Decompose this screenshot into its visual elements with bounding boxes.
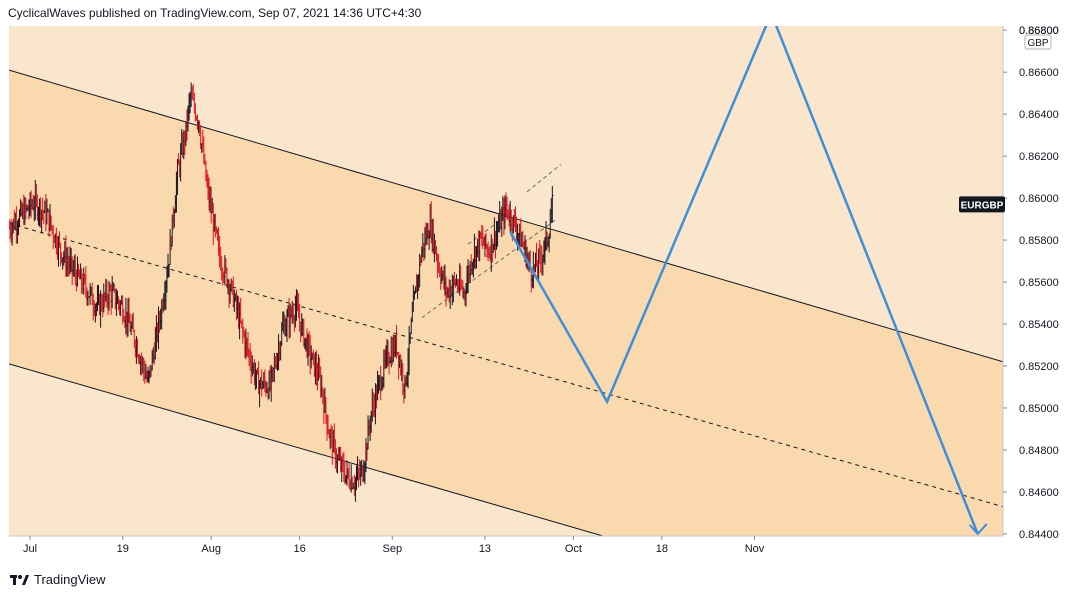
y-tick-label: 0.84400 xyxy=(1019,529,1059,541)
y-tick-label: 0.86200 xyxy=(1019,151,1059,163)
tradingview-logo-icon xyxy=(10,573,30,587)
price-chart[interactable]: 0.86800 0.86600 0.86400 0.86200 0.86000 0.858… xyxy=(7,25,1076,563)
y-tick-label: 0.86000 xyxy=(1019,193,1059,205)
mini-channel-line[interactable] xyxy=(526,164,562,193)
projection-arrowhead xyxy=(968,523,988,536)
symbol-label: EURGBP xyxy=(961,200,1004,211)
y-tick-label: 0.85200 xyxy=(1019,361,1059,373)
y-tick-label: 0.86600 xyxy=(1019,67,1059,79)
currency-label: GBP xyxy=(1027,38,1048,49)
tradingview-footer[interactable]: TradingView xyxy=(10,572,106,587)
x-tick-label: Oct xyxy=(565,543,582,555)
y-tick-label: 0.85800 xyxy=(1019,235,1059,247)
currency-box xyxy=(1024,34,1052,50)
y-tick-label: 0.86800 xyxy=(1019,26,1059,37)
symbol-badge[interactable] xyxy=(959,196,1005,213)
y-tick-label: 0.84800 xyxy=(1019,445,1059,457)
y-tick-label: 0.85600 xyxy=(1019,277,1059,289)
x-tick-label: 19 xyxy=(117,543,129,555)
y-tick-label: 0.85000 xyxy=(1019,403,1059,415)
x-tick-label: Jul xyxy=(23,543,37,555)
y-tick-label: 0.86400 xyxy=(1019,109,1059,121)
tradingview-brand: TradingView xyxy=(34,572,106,587)
y-tick-label: 0.84600 xyxy=(1019,487,1059,499)
channel-fill xyxy=(9,70,1003,537)
x-tick-label: Aug xyxy=(201,543,221,555)
price-axis[interactable] xyxy=(1003,26,1076,563)
projection-path[interactable] xyxy=(509,26,979,535)
x-tick-label: 18 xyxy=(656,543,668,555)
channel-line-lower[interactable] xyxy=(9,363,604,536)
time-axis[interactable] xyxy=(9,536,1003,563)
x-tick-label: Nov xyxy=(745,543,765,555)
publish-line: CyclicalWaves published on TradingView.c… xyxy=(8,6,422,20)
x-tick-label: 13 xyxy=(479,543,491,555)
x-tick-label: Sep xyxy=(382,543,402,555)
y-tick-label: 0.85400 xyxy=(1019,319,1059,331)
x-tick-label: 16 xyxy=(293,543,305,555)
y-tick-label: 0.86800 xyxy=(1019,26,1059,37)
chart-container[interactable]: 0.86800 0.86600 0.86400 0.86200 0.86000 0.858… xyxy=(7,25,1076,563)
